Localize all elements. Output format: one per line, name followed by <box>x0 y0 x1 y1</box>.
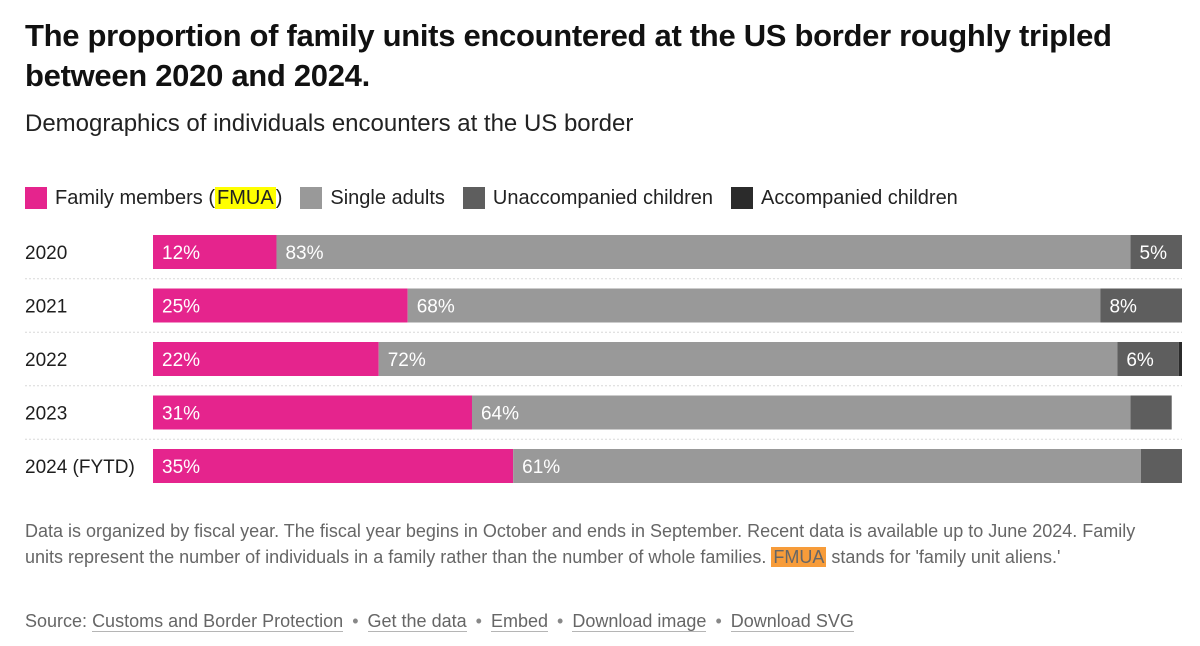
get-data-link[interactable]: Get the data <box>367 611 467 632</box>
bar-segment-single <box>407 288 1101 323</box>
notes-fmua-highlight: FMUA <box>771 547 827 567</box>
separator: • <box>715 611 722 631</box>
bar-segment-unaccompanied <box>1117 342 1179 376</box>
data-label: 64% <box>481 404 519 425</box>
source-link-cbp[interactable]: Customs and Border Protection <box>92 611 344 632</box>
bar-segment-family <box>153 395 472 430</box>
bar-segment-unaccompanied <box>1130 395 1172 430</box>
legend-swatch-accompanied <box>731 187 754 209</box>
legend: Family members (FMUA) Single adults Unac… <box>25 184 976 212</box>
legend-item-family: Family members (FMUA) <box>25 186 283 210</box>
legend-label-unaccompanied: Unaccompanied children <box>492 186 714 209</box>
y-axis-label: 2021 <box>25 297 67 318</box>
data-label: 83% <box>285 243 323 264</box>
data-label: 72% <box>388 350 426 371</box>
bar-segment-family <box>153 288 408 323</box>
y-axis-label: 2024 (FYTD) <box>25 457 135 478</box>
bar-segment-family <box>153 235 277 269</box>
data-label: 6% <box>1126 350 1154 371</box>
bar-segment-family <box>153 449 514 483</box>
data-label: 12% <box>162 243 200 264</box>
bar-segment-accompanied <box>1178 342 1182 376</box>
data-label: 22% <box>162 350 200 371</box>
data-label: 8% <box>1109 297 1137 318</box>
legend-swatch-unaccompanied <box>462 187 485 209</box>
notes-text: Data is organized by fiscal year. The fi… <box>25 521 1136 567</box>
bar-segment-unaccompanied <box>1130 235 1182 269</box>
notes-text-end: stands for 'family unit aliens.' <box>831 547 1061 567</box>
data-label: 68% <box>417 297 455 318</box>
separator: • <box>352 611 359 631</box>
data-label: 5% <box>1140 243 1168 264</box>
source-label: Source: <box>25 611 88 631</box>
chart-title: The proportion of family units encounter… <box>25 18 1112 93</box>
legend-swatch-family <box>25 187 47 209</box>
data-label: 25% <box>162 297 200 318</box>
legend-label-accompanied: Accompanied children <box>761 186 958 209</box>
legend-item-unaccompanied: Unaccompanied children <box>462 186 714 210</box>
legend-item-accompanied: Accompanied children <box>731 187 958 210</box>
download-svg-link[interactable]: Download SVG <box>730 611 854 632</box>
separator: • <box>475 611 482 631</box>
legend-item-single: Single adults <box>300 187 445 210</box>
y-axis-label: 2023 <box>25 404 67 425</box>
download-image-link[interactable]: Download image <box>572 611 707 632</box>
y-axis-label: 2020 <box>25 243 67 264</box>
data-label: 31% <box>162 404 200 425</box>
bar-segment-single <box>276 235 1131 269</box>
bar-segment-single <box>378 342 1118 376</box>
separator: • <box>557 611 564 631</box>
chart-notes: Data is organized by fiscal year. The fi… <box>25 518 1175 570</box>
bar-segment-single <box>513 449 1141 483</box>
source-line: Source: Customs and Border Protection • … <box>25 608 854 634</box>
legend-label-single: Single adults <box>330 186 445 209</box>
bar-segment-unaccompanied <box>1100 288 1182 323</box>
bar-segment-single <box>471 395 1131 430</box>
y-axis-label: 2022 <box>25 350 67 371</box>
embed-link[interactable]: Embed <box>490 611 548 632</box>
data-label: 35% <box>162 457 200 478</box>
legend-label-family: Family members (FMUA) <box>55 186 283 209</box>
bar-segment-unaccompanied <box>1140 449 1182 483</box>
data-label: 61% <box>522 457 560 478</box>
bar-chart: 2020 12% 83% 5% 2021 25% 68% 8% 2022 22% 72% 6% 2023… <box>25 235 1182 483</box>
chart-subtitle: Demographics of individuals encounters a… <box>25 110 634 137</box>
legend-swatch-single <box>300 187 323 209</box>
bar-segment-family <box>153 342 379 376</box>
